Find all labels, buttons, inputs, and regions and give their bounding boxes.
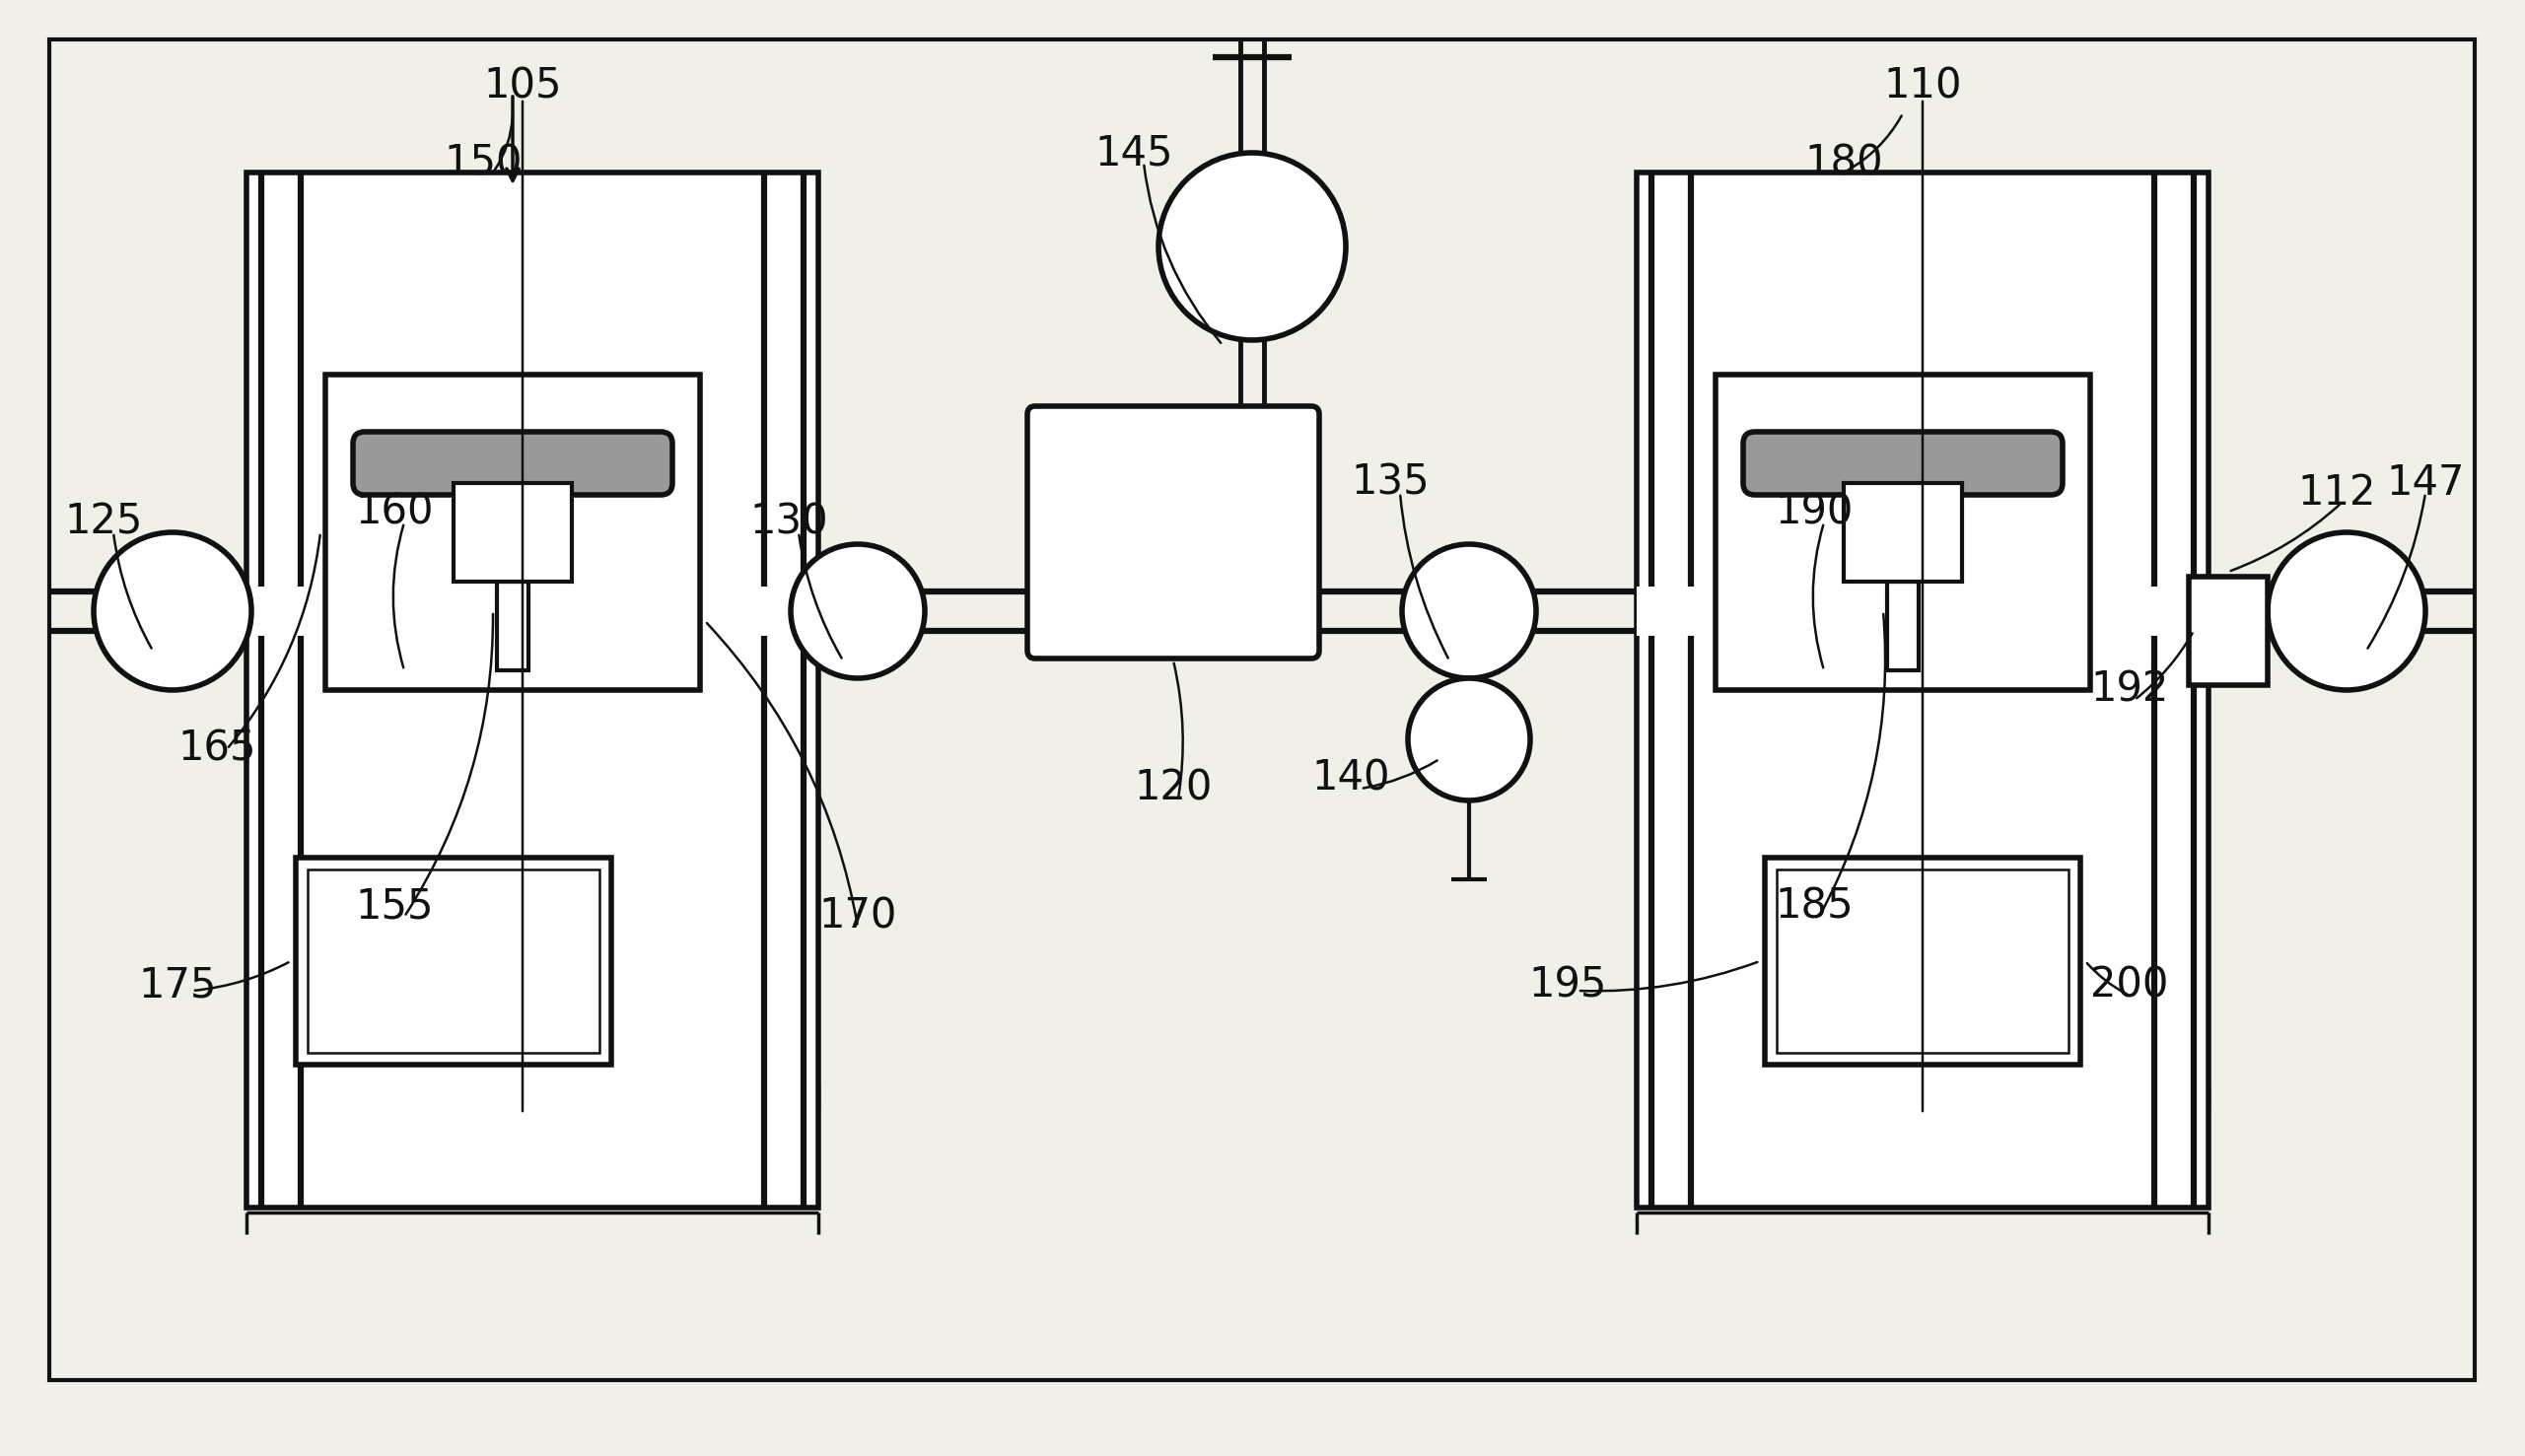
Bar [1886,581,1919,670]
Circle shape [1159,153,1346,341]
Bar [1778,869,2068,1053]
Text: 200: 200 [2091,965,2169,1006]
Text: 130: 130 [750,502,828,543]
Text: 192: 192 [2091,670,2169,711]
Bar [1843,483,1962,581]
Text: 125: 125 [66,502,141,543]
Circle shape [93,533,252,690]
Text: 150: 150 [444,141,523,183]
Circle shape [1401,545,1535,678]
Bar [1035,587,1310,636]
Bar [454,483,571,581]
Text: 165: 165 [177,728,255,770]
Bar [1636,587,2209,636]
Bar [1636,172,2209,1207]
Bar [326,374,699,690]
Text: 145: 145 [1096,132,1174,173]
Bar [1714,374,2091,690]
Text: 175: 175 [139,965,217,1006]
Text: 190: 190 [1775,492,1853,533]
FancyBboxPatch shape [1028,406,1318,658]
Bar [1765,858,2081,1064]
Text: 135: 135 [1351,463,1429,504]
FancyBboxPatch shape [354,432,672,495]
Text: 120: 120 [1134,767,1212,810]
Text: 180: 180 [1805,141,1884,183]
Text: 105: 105 [482,66,561,108]
FancyBboxPatch shape [1742,432,2063,495]
Text: 140: 140 [1310,759,1389,799]
Bar [295,858,611,1064]
Bar [2189,577,2267,686]
Text: 147: 147 [2386,463,2464,504]
Bar [247,172,818,1207]
Circle shape [790,545,924,678]
Bar [247,587,818,636]
Text: 195: 195 [1528,965,1606,1006]
Text: 185: 185 [1775,887,1853,927]
Text: 160: 160 [356,492,434,533]
Text: 155: 155 [356,887,434,927]
Text: 112: 112 [2298,472,2376,514]
Circle shape [2267,533,2427,690]
Text: 110: 110 [1884,66,1962,108]
Circle shape [1409,678,1530,801]
Text: 170: 170 [818,895,896,938]
Bar [308,869,598,1053]
Bar [497,581,528,670]
